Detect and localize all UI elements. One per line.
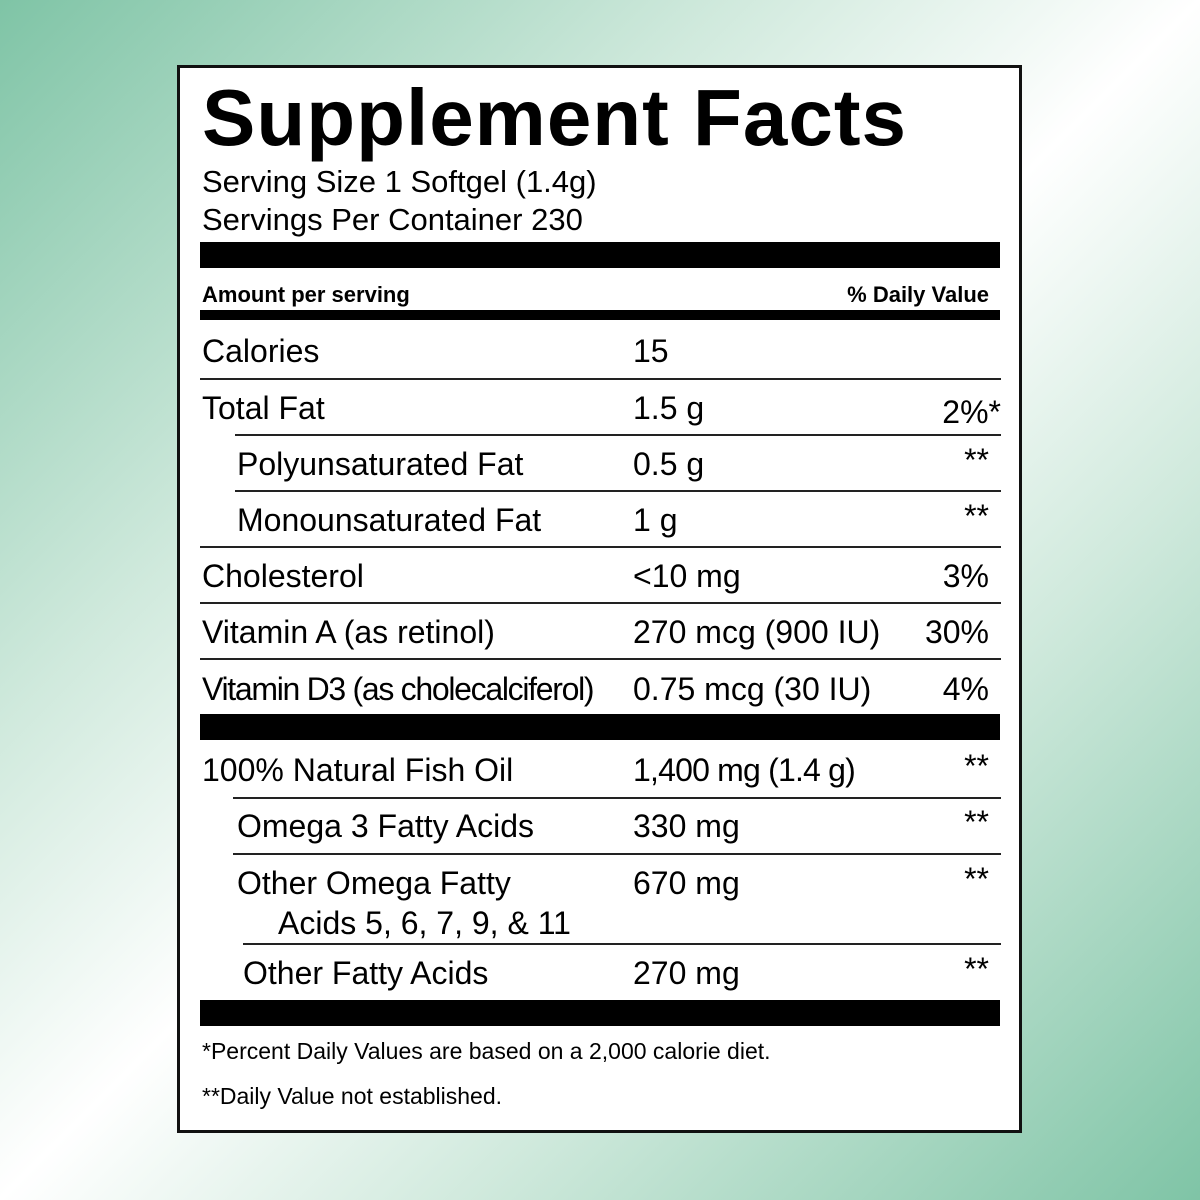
divider (243, 943, 1001, 945)
row-name: Total Fat (202, 390, 325, 426)
row-amount: 330 mg (633, 808, 740, 844)
row-name: Other Fatty Acids (243, 955, 489, 991)
divider (200, 546, 1001, 548)
footnote-daily-values: *Percent Daily Values are based on a 2,0… (202, 1038, 771, 1064)
divider-thick (200, 242, 1000, 268)
divider (200, 378, 1001, 380)
row-amount: 1,400 mg (1.4 g) (633, 752, 856, 788)
row-name: Omega 3 Fatty Acids (237, 808, 535, 844)
row-dv: ** (964, 951, 989, 987)
row-dv: 4% (942, 671, 989, 707)
row-dv: ** (964, 498, 989, 534)
divider-thick (200, 1000, 1000, 1026)
row-name: Vitamin D3 (as cholecalciferol) (202, 671, 595, 707)
divider (235, 490, 1001, 492)
row-amount: 15 (633, 333, 669, 369)
row-name: Calories (202, 333, 320, 369)
row-amount: 0.5 g (633, 446, 705, 482)
row-amount: 1.5 g (633, 390, 705, 426)
row-amount: 1 g (633, 502, 678, 538)
row-name: 100% Natural Fish Oil (202, 752, 514, 788)
divider (200, 658, 1001, 660)
row-name: Other Omega Fatty (237, 865, 511, 901)
row-amount: 670 mg (633, 865, 740, 901)
row-dv: 3% (942, 558, 989, 594)
divider-thick (200, 714, 1000, 740)
row-dv: ** (964, 804, 989, 840)
row-dv: ** (964, 861, 989, 897)
row-dv: ** (964, 748, 989, 784)
row-amount: 0.75 mcg (30 IU) (633, 671, 872, 707)
row-name: Cholesterol (202, 558, 364, 594)
daily-value-header: % Daily Value (847, 282, 989, 307)
row-name: Vitamin A (as retinol) (202, 614, 495, 650)
serving-size: Serving Size 1 Softgel (1.4g) (202, 164, 597, 199)
row-amount: <10 mg (633, 558, 741, 594)
supplement-facts-label: Supplement Facts Serving Size 1 Softgel … (177, 65, 1022, 1133)
footnote-not-established: **Daily Value not established. (202, 1083, 503, 1109)
row-dv: ** (964, 442, 989, 478)
row-name-continued: Acids 5, 6, 7, 9, & 11 (278, 905, 571, 941)
row-name: Monounsaturated Fat (237, 502, 542, 538)
amount-per-serving-header: Amount per serving (202, 282, 410, 307)
label-title: Supplement Facts (202, 73, 908, 162)
row-amount: 270 mg (633, 955, 740, 991)
row-dv: 30% (924, 614, 989, 650)
divider (235, 434, 1001, 436)
divider (200, 602, 1001, 604)
divider-medium (200, 310, 1000, 320)
row-name: Polyunsaturated Fat (237, 446, 524, 482)
row-dv: 2%* (942, 394, 1001, 430)
row-amount: 270 mcg (900 IU) (633, 614, 881, 650)
servings-per-container: Servings Per Container 230 (202, 202, 583, 237)
divider (233, 797, 1001, 799)
divider (233, 853, 1001, 855)
